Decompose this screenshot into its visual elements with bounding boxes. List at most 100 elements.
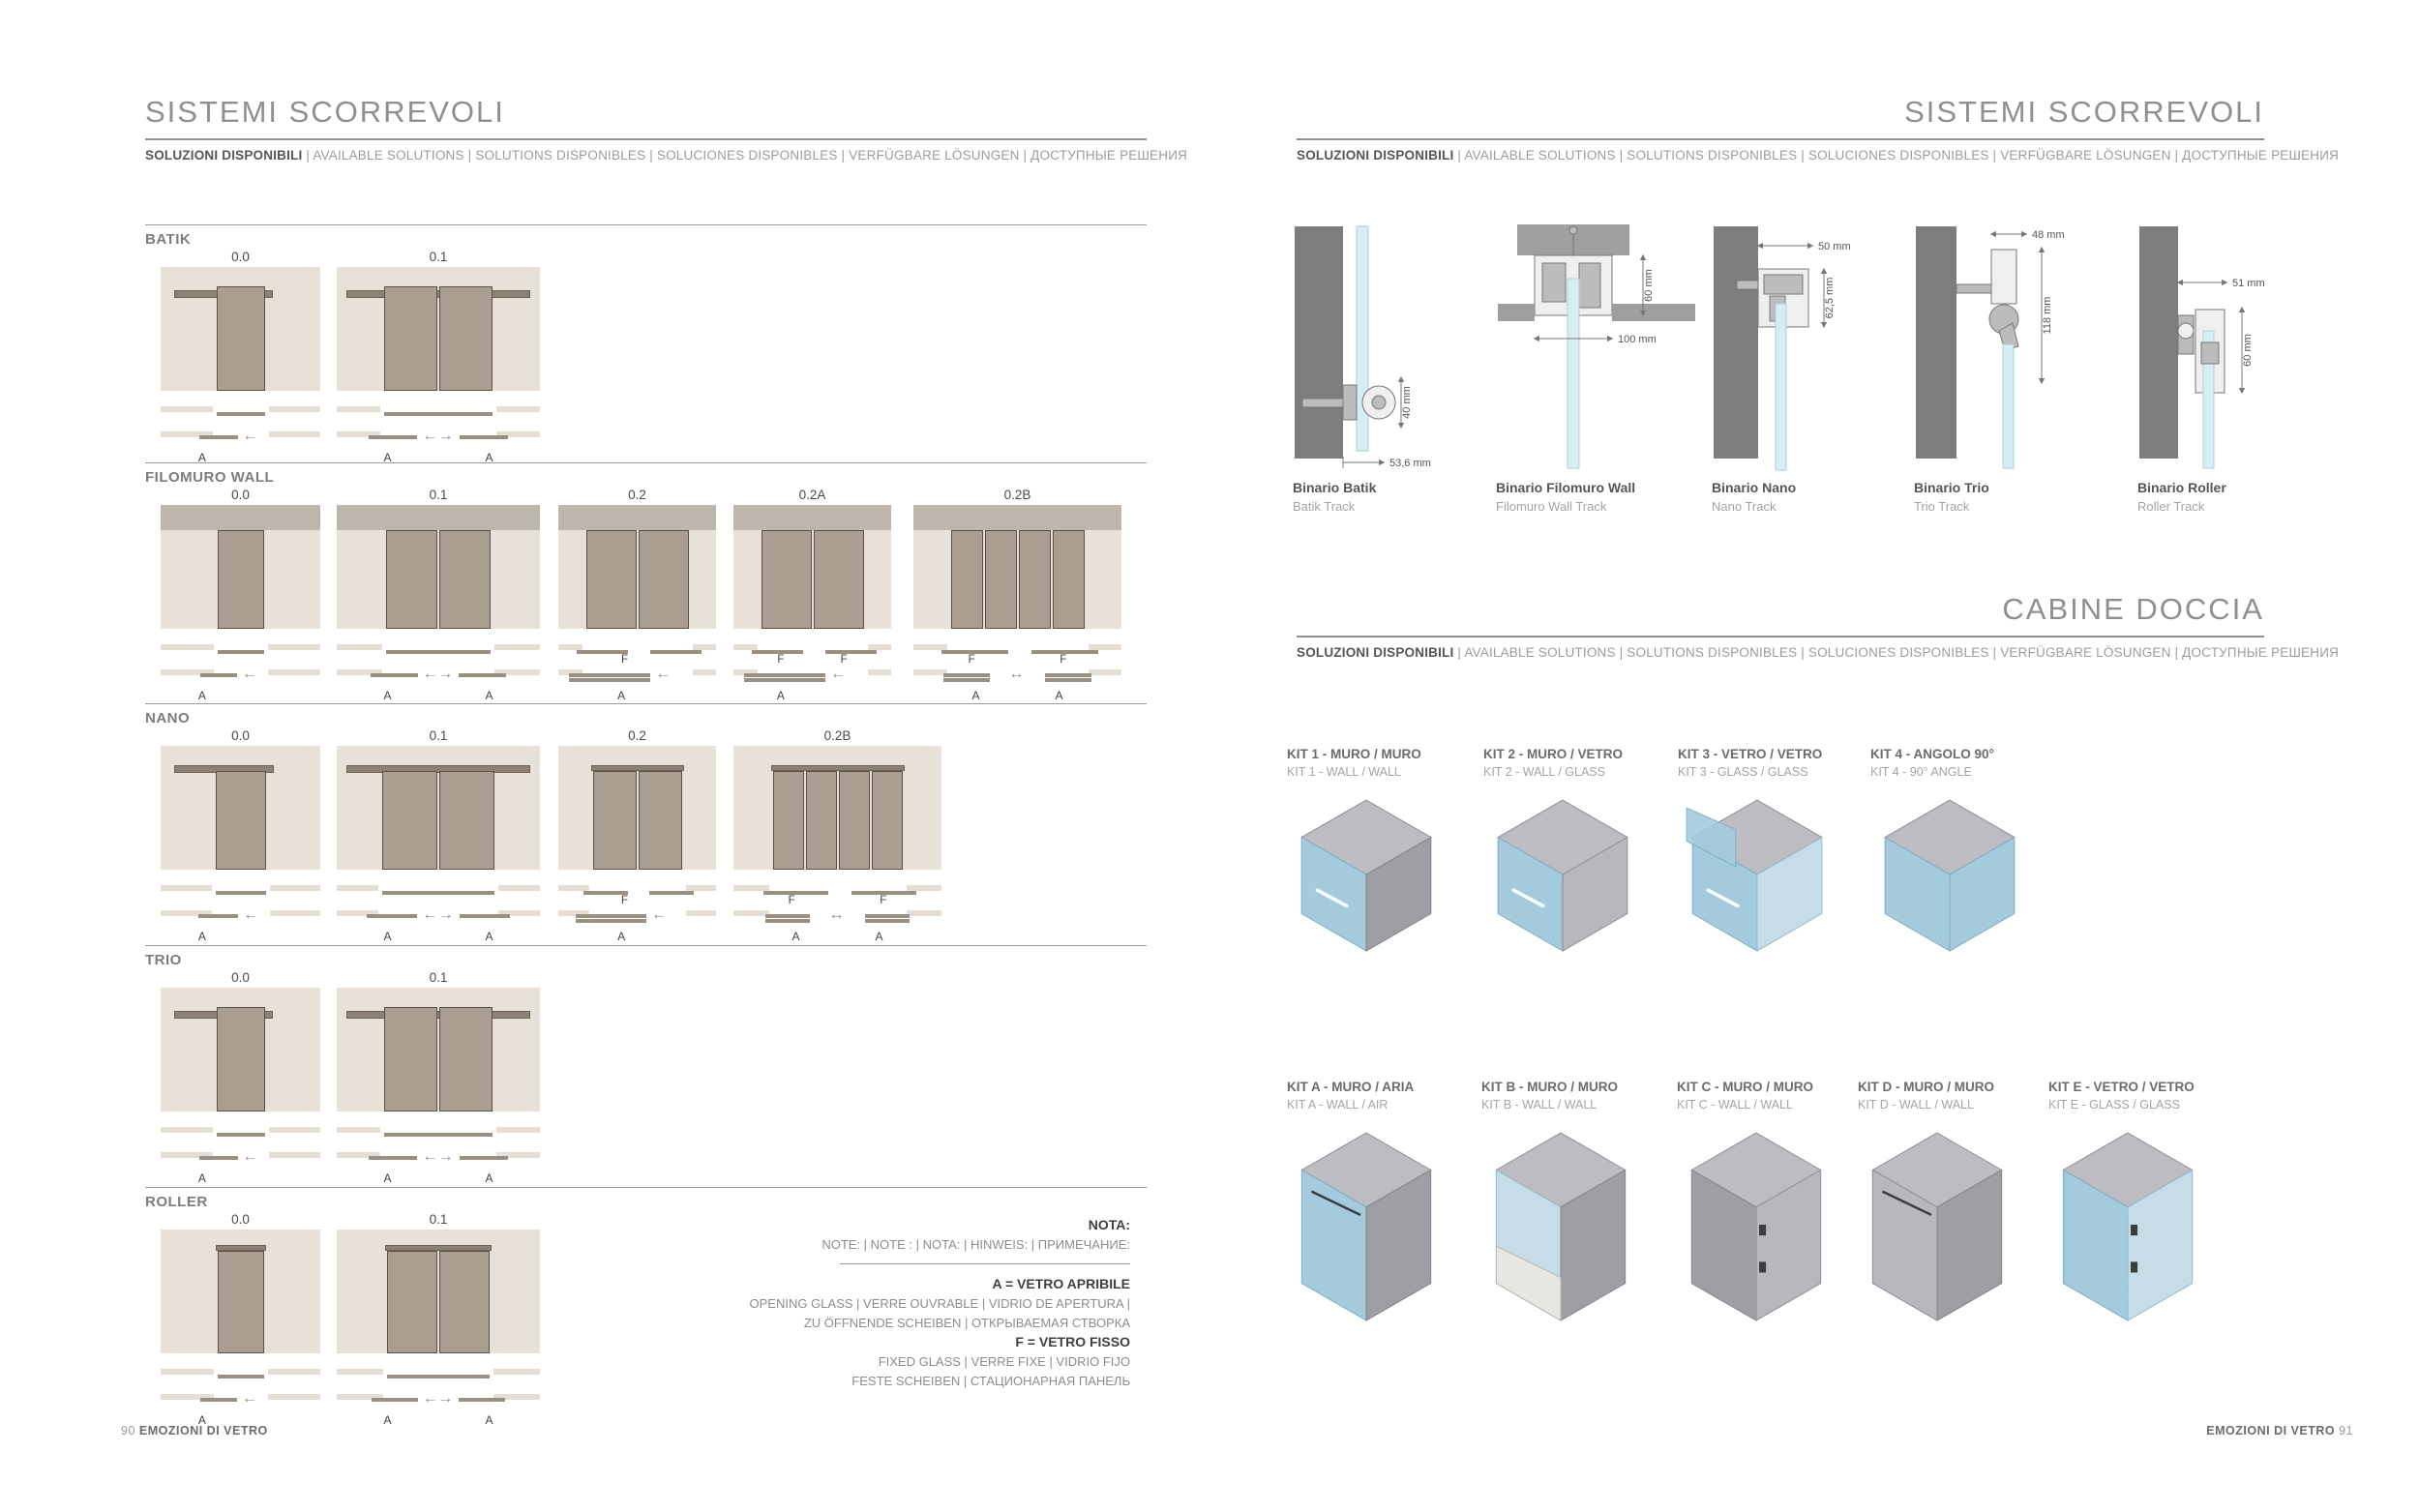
section-title: ROLLER [145, 1194, 208, 1210]
wall-line [558, 644, 582, 650]
door-panels [217, 1251, 264, 1353]
glass-bar [851, 891, 917, 895]
glass-bar [576, 650, 628, 654]
wall-line [496, 431, 540, 437]
variant-0-1: 0.1 ← → A A [337, 970, 540, 1185]
door-panel [384, 1007, 437, 1112]
wall-band [558, 505, 716, 530]
rail-bar [385, 1245, 492, 1251]
kit-title: KIT D - MURO / MURO [1858, 1080, 1994, 1094]
variant-0-0: 0.0 ← A [161, 250, 320, 464]
door-panel [439, 530, 491, 629]
a-label: A [617, 689, 626, 702]
wall-line [733, 669, 758, 675]
left-page-footer: 90 EMOZIONI DI VETRO [121, 1424, 268, 1438]
variant-label: 0.2 [628, 488, 646, 502]
variant-label: 0.2 [628, 728, 646, 743]
kit-2: KIT 2 - MURO / VETRO KIT 2 - WALL / GLAS… [1483, 747, 1667, 958]
wall-line [268, 406, 320, 412]
a-label: A [383, 1171, 392, 1185]
glass-bar [459, 1156, 508, 1160]
wall-line [867, 644, 891, 650]
track-name: Binario Nano [1712, 480, 1797, 495]
track-name: Binario Roller [2137, 480, 2226, 495]
wall [2139, 226, 2178, 459]
plan-view-bottom: ← [161, 907, 320, 924]
plan-view-bottom: ← → [337, 1149, 540, 1166]
plan-view-bottom: ↔ [913, 667, 1121, 683]
arrow-left-icon: ← [422, 428, 438, 444]
glass-bar [649, 891, 695, 895]
kit-title: KIT E - VETRO / VETRO [2048, 1080, 2195, 1094]
section-nano: NANO 0.0 ← A 0.1 ← → A A 0.2 F ← A 0.2B F F ↔ A A [145, 703, 1147, 943]
ceiling-right [1612, 304, 1695, 321]
dim-100mm: 100 mm [1618, 334, 1657, 345]
note-block: NOTA: NOTE: | NOTE : | NOTA: | HINWEIS: … [619, 1217, 1130, 1388]
kit-b: KIT B - MURO / MURO KIT B - WALL / WALL [1481, 1080, 1665, 1327]
a-label: A [197, 1413, 206, 1427]
glass-bar [197, 914, 239, 918]
door-panel [439, 1007, 493, 1112]
kit-illustration [2048, 1127, 2232, 1327]
screw-head [2177, 322, 2195, 340]
f-label: F [840, 654, 848, 666]
section-title: FILOMURO WALL [145, 469, 275, 486]
door-panel [585, 530, 637, 629]
door-panel [805, 771, 837, 870]
wall-line [733, 885, 769, 891]
arrow-double-icon: ↔ [828, 906, 845, 923]
wall-band [161, 505, 320, 530]
a-label: A [485, 1171, 493, 1185]
batik-track-diagram: 40 mm 53,6 mm [1295, 225, 1431, 469]
subtitle-bold: SOLUZIONI DISPONIBILI [1297, 148, 1454, 163]
arrow-double-icon: ↔ [1008, 666, 1025, 682]
plan-view-bottom: ↔ [733, 906, 941, 924]
wall-line [269, 885, 320, 891]
door-panels [216, 286, 265, 391]
arm [1998, 322, 2019, 351]
shower-cabins-header: CABINE DOCCIA SOLUZIONI DISPONIBILI | AV… [1297, 592, 2339, 660]
glass-bar [824, 650, 877, 654]
track-figure-trio: 48 mm 118 mm Binario Trio Trio Track [1914, 222, 2122, 514]
wall-line [867, 669, 891, 675]
variant-0-1: 0.1 ← → A A [337, 728, 540, 943]
arrow-left-icon: ← [241, 1390, 257, 1407]
variant-label: 0.1 [429, 970, 448, 985]
plan-view-bottom: ← [558, 667, 716, 683]
variant-0-2A: 0.2A F F ← A [733, 488, 891, 702]
kit-illustration [1858, 1127, 2042, 1327]
wall [1295, 226, 1343, 459]
glass-bar [216, 412, 265, 416]
a-labels: A [161, 451, 320, 464]
kit-illustration [1287, 1127, 1471, 1327]
variant-0-0: 0.0 ← A [161, 728, 320, 943]
plan-view-bottom: ← [161, 1149, 320, 1166]
roller-track-diagram: 51 mm 60 mm [2139, 226, 2265, 469]
variant-0-2: 0.2 F ← A [558, 488, 716, 702]
page-number: 90 [121, 1424, 135, 1438]
f-label: F [880, 895, 887, 906]
a-label: A [383, 451, 392, 464]
page-subtitle: SOLUZIONI DISPONIBILI | AVAILABLE SOLUTI… [1297, 148, 2339, 163]
door-panels [384, 1007, 493, 1112]
a-labels: A [161, 689, 320, 702]
subtitle-bold: SOLUZIONI DISPONIBILI [1297, 645, 1454, 660]
arrow-left-icon: ← [655, 666, 672, 682]
track-name-en: Nano Track [1712, 499, 1777, 514]
page-title: SISTEMI SCORREVOLI [1904, 95, 2264, 129]
plan-view-bottom: ← → [337, 907, 540, 924]
wall [1916, 226, 1956, 459]
door-panel [772, 771, 804, 870]
a-label: A [383, 1413, 392, 1427]
elevation-view [337, 746, 540, 870]
elevation-view [733, 746, 941, 870]
glass-bar [568, 673, 651, 677]
door-panel [217, 1251, 264, 1353]
brand-name: EMOZIONI DI VETRO [2206, 1424, 2336, 1438]
f-label: F [620, 895, 628, 906]
dim-118mm: 118 mm [2042, 297, 2053, 335]
elevation-view [161, 267, 320, 391]
track-name-en: Filomuro Wall Track [1496, 499, 1607, 514]
glass-bar [1045, 678, 1092, 682]
door-panel [439, 771, 494, 870]
